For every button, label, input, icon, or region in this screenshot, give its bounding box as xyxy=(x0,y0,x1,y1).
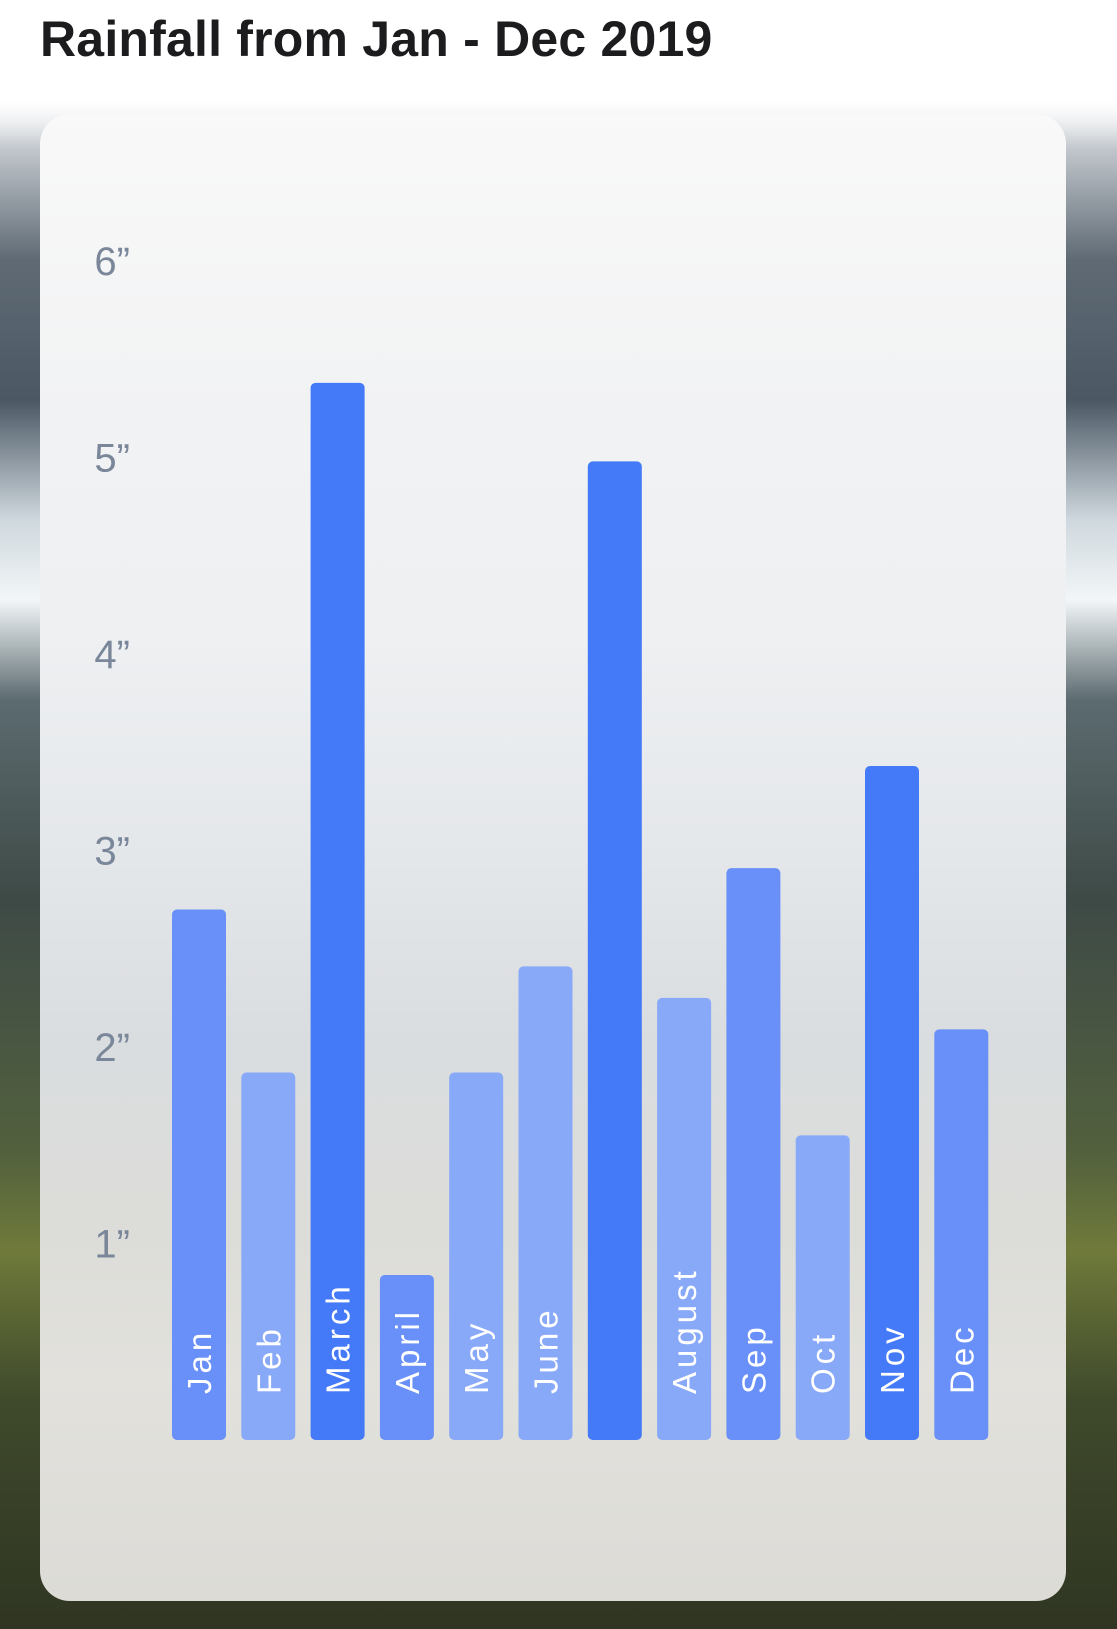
y-tick-label: 4” xyxy=(94,633,130,677)
bar xyxy=(449,1072,504,1440)
bar xyxy=(172,909,226,1440)
x-tick-label: Dec xyxy=(943,1323,980,1394)
x-tick-label: August xyxy=(666,1267,703,1394)
y-tick-label: 2” xyxy=(94,1026,130,1070)
x-tick-label: Feb xyxy=(250,1325,287,1394)
x-tick-label: June xyxy=(528,1306,565,1394)
bar xyxy=(379,1274,434,1440)
bar xyxy=(795,1135,850,1440)
x-tick-label: Sep xyxy=(735,1323,772,1394)
bar xyxy=(310,382,365,1441)
bar xyxy=(518,966,573,1440)
rainfall-bar-chart: 1” 2” 3” 4” 5” 6” Jan Feb March April May June Augu… xyxy=(94,240,989,1441)
bar xyxy=(241,1072,296,1440)
bar xyxy=(934,1029,989,1440)
x-tick-label: March xyxy=(320,1282,357,1394)
x-tick-label: Nov xyxy=(874,1323,911,1394)
bar xyxy=(657,997,712,1440)
x-tick-label: April xyxy=(389,1308,426,1394)
bar xyxy=(865,766,919,1440)
y-tick-label: 5” xyxy=(94,437,130,481)
y-axis: 1” 2” 3” 4” 5” 6” xyxy=(94,240,130,1267)
x-tick-label: May xyxy=(458,1320,495,1394)
chart-card: 1” 2” 3” 4” 5” 6” Jan Feb March April May June Augu… xyxy=(40,114,1066,1601)
page-title: Rainfall from Jan - Dec 2019 xyxy=(40,11,713,67)
bars-group xyxy=(172,382,989,1441)
x-tick-label: Jan xyxy=(181,1329,218,1394)
x-labels-group: Jan Feb March April May June August Sep Oct Nov De… xyxy=(181,1267,980,1394)
y-tick-label: 3” xyxy=(94,830,130,874)
bar xyxy=(726,868,781,1440)
x-tick-label: Oct xyxy=(805,1331,842,1394)
y-tick-label: 6” xyxy=(94,240,130,284)
y-tick-label: 1” xyxy=(94,1223,130,1267)
bar xyxy=(587,461,642,1440)
